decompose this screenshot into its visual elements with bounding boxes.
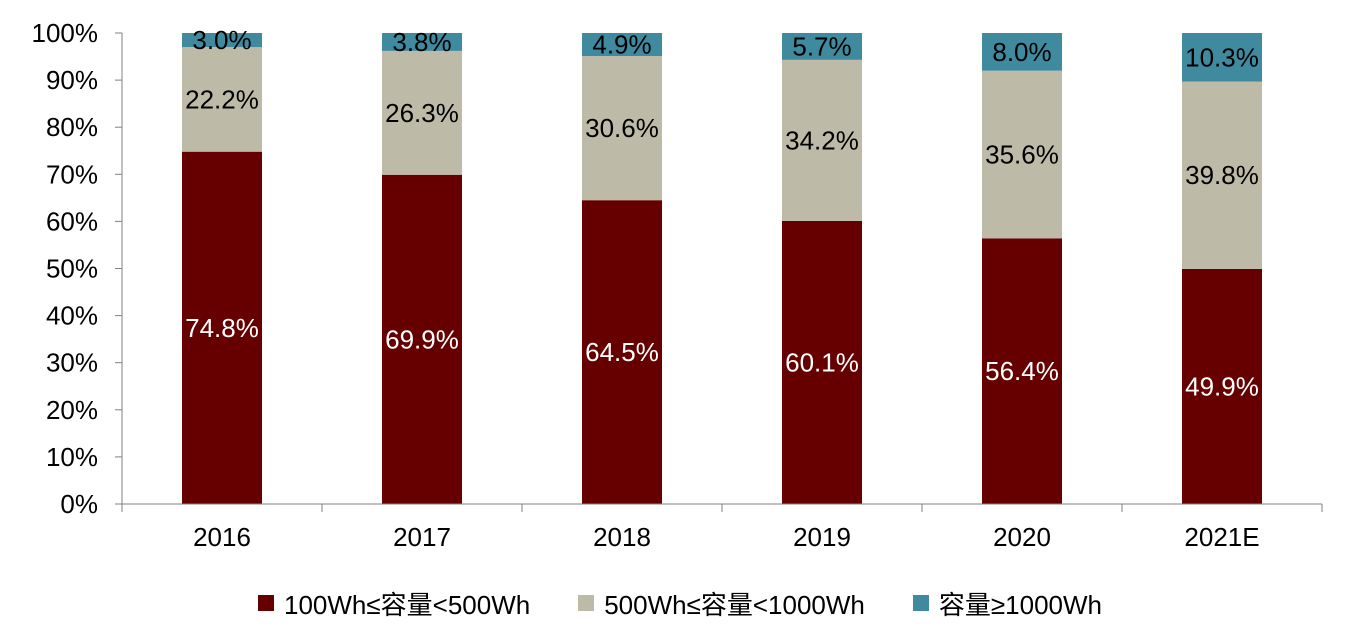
bar-segment-s1-2021E — [1182, 81, 1262, 269]
legend-label-low: 100Wh≤容量<500Wh — [283, 589, 531, 620]
bar-segment-s0-2016 — [182, 151, 262, 504]
bar-segment-s0-2021E — [1182, 268, 1262, 504]
bar-segment-s2-2018 — [582, 33, 662, 57]
bar-segment-s1-2018 — [582, 56, 662, 201]
bar-segment-s2-2020 — [982, 33, 1062, 71]
legend: 100Wh≤容量<500Wh 500Wh≤容量<1000Wh 容量≥1000Wh — [0, 583, 1360, 623]
data-label-s1-2018: 30.6% — [585, 113, 659, 143]
x-tick-label-2017: 2017 — [393, 522, 451, 552]
x-tick-label-2020: 2020 — [993, 522, 1051, 552]
bar-segment-s2-2019 — [782, 33, 862, 60]
bar-segment-s0-2019 — [782, 220, 862, 504]
legend-label-high: 容量≥1000Wh — [938, 589, 1103, 620]
y-tick-label: 30% — [46, 348, 98, 378]
y-tick-label: 70% — [46, 159, 98, 189]
bar-segment-s0-2020 — [982, 238, 1062, 504]
bar-segment-s1-2020 — [982, 70, 1062, 239]
legend-swatch-mid — [578, 595, 595, 611]
data-label-s0-2018: 64.5% — [585, 337, 659, 367]
x-tick-label-2019: 2019 — [793, 522, 851, 552]
data-label-s0-2019: 60.1% — [785, 347, 859, 377]
legend-label-mid: 500Wh≤容量<1000Wh — [604, 589, 865, 620]
x-tick-label-2021E: 2021E — [1184, 522, 1259, 552]
bar-segment-s0-2017 — [382, 174, 462, 504]
x-tick-label-2016: 2016 — [193, 522, 251, 552]
data-label-s2-2018: 4.9% — [592, 30, 651, 60]
bar-segment-s1-2016 — [182, 47, 262, 152]
legend-item-high: 容量≥1000Wh — [912, 585, 1103, 622]
data-label-s0-2016: 74.8% — [185, 313, 259, 343]
data-label-s1-2019: 34.2% — [785, 125, 859, 155]
bar-segment-s1-2017 — [382, 50, 462, 175]
y-tick-label: 0% — [60, 489, 98, 519]
legend-item-mid: 500Wh≤容量<1000Wh — [578, 585, 865, 622]
data-label-s1-2020: 35.6% — [985, 140, 1059, 170]
y-tick-label: 40% — [46, 301, 98, 331]
data-labels-layer: 74.8% 22.2% 3.0% 69.9% 26.3% 3.8% 64.5% 30.6% 4.… — [185, 25, 1259, 401]
data-label-s0-2017: 69.9% — [385, 324, 459, 354]
bar-segment-s1-2019 — [782, 59, 862, 221]
y-tick-label: 100% — [32, 18, 99, 48]
data-label-s1-2017: 26.3% — [385, 98, 459, 128]
x-tick-label-2018: 2018 — [593, 522, 651, 552]
bar-segment-s2-2017 — [382, 33, 462, 51]
bar-segment-s0-2018 — [582, 200, 662, 504]
bars-layer — [182, 33, 1262, 504]
axes-layer: 0% 10% 20% 30% 40% 50% 60% 70% 80% 90% 100% 2016 201… — [32, 18, 1323, 552]
legend-swatch-high — [912, 595, 929, 611]
data-label-s0-2020: 56.4% — [985, 356, 1059, 386]
legend-swatch-low — [257, 595, 274, 611]
y-tick-label: 80% — [46, 112, 98, 142]
y-tick-label: 10% — [46, 442, 98, 472]
data-label-s2-2017: 3.8% — [392, 27, 451, 57]
stacked-bar-chart: 74.8% 22.2% 3.0% 69.9% 26.3% 3.8% 64.5% 30.6% 4.… — [32, 18, 1323, 552]
y-tick-label: 20% — [46, 395, 98, 425]
data-label-s2-2016: 3.0% — [192, 25, 251, 55]
y-tick-label: 50% — [46, 254, 98, 284]
y-tick-label: 60% — [46, 206, 98, 236]
data-label-s2-2019: 5.7% — [792, 31, 851, 61]
data-label-s2-2021E: 10.3% — [1185, 42, 1259, 72]
data-label-s1-2021E: 39.8% — [1185, 160, 1259, 190]
legend-item-low: 100Wh≤容量<500Wh — [257, 585, 531, 622]
data-label-s1-2016: 22.2% — [185, 84, 259, 114]
data-label-s2-2020: 8.0% — [992, 37, 1051, 67]
bar-segment-s2-2021E — [1182, 33, 1262, 82]
y-tick-label: 90% — [46, 65, 98, 95]
bar-segment-s2-2016 — [182, 33, 262, 48]
data-label-s0-2021E: 49.9% — [1185, 371, 1259, 401]
